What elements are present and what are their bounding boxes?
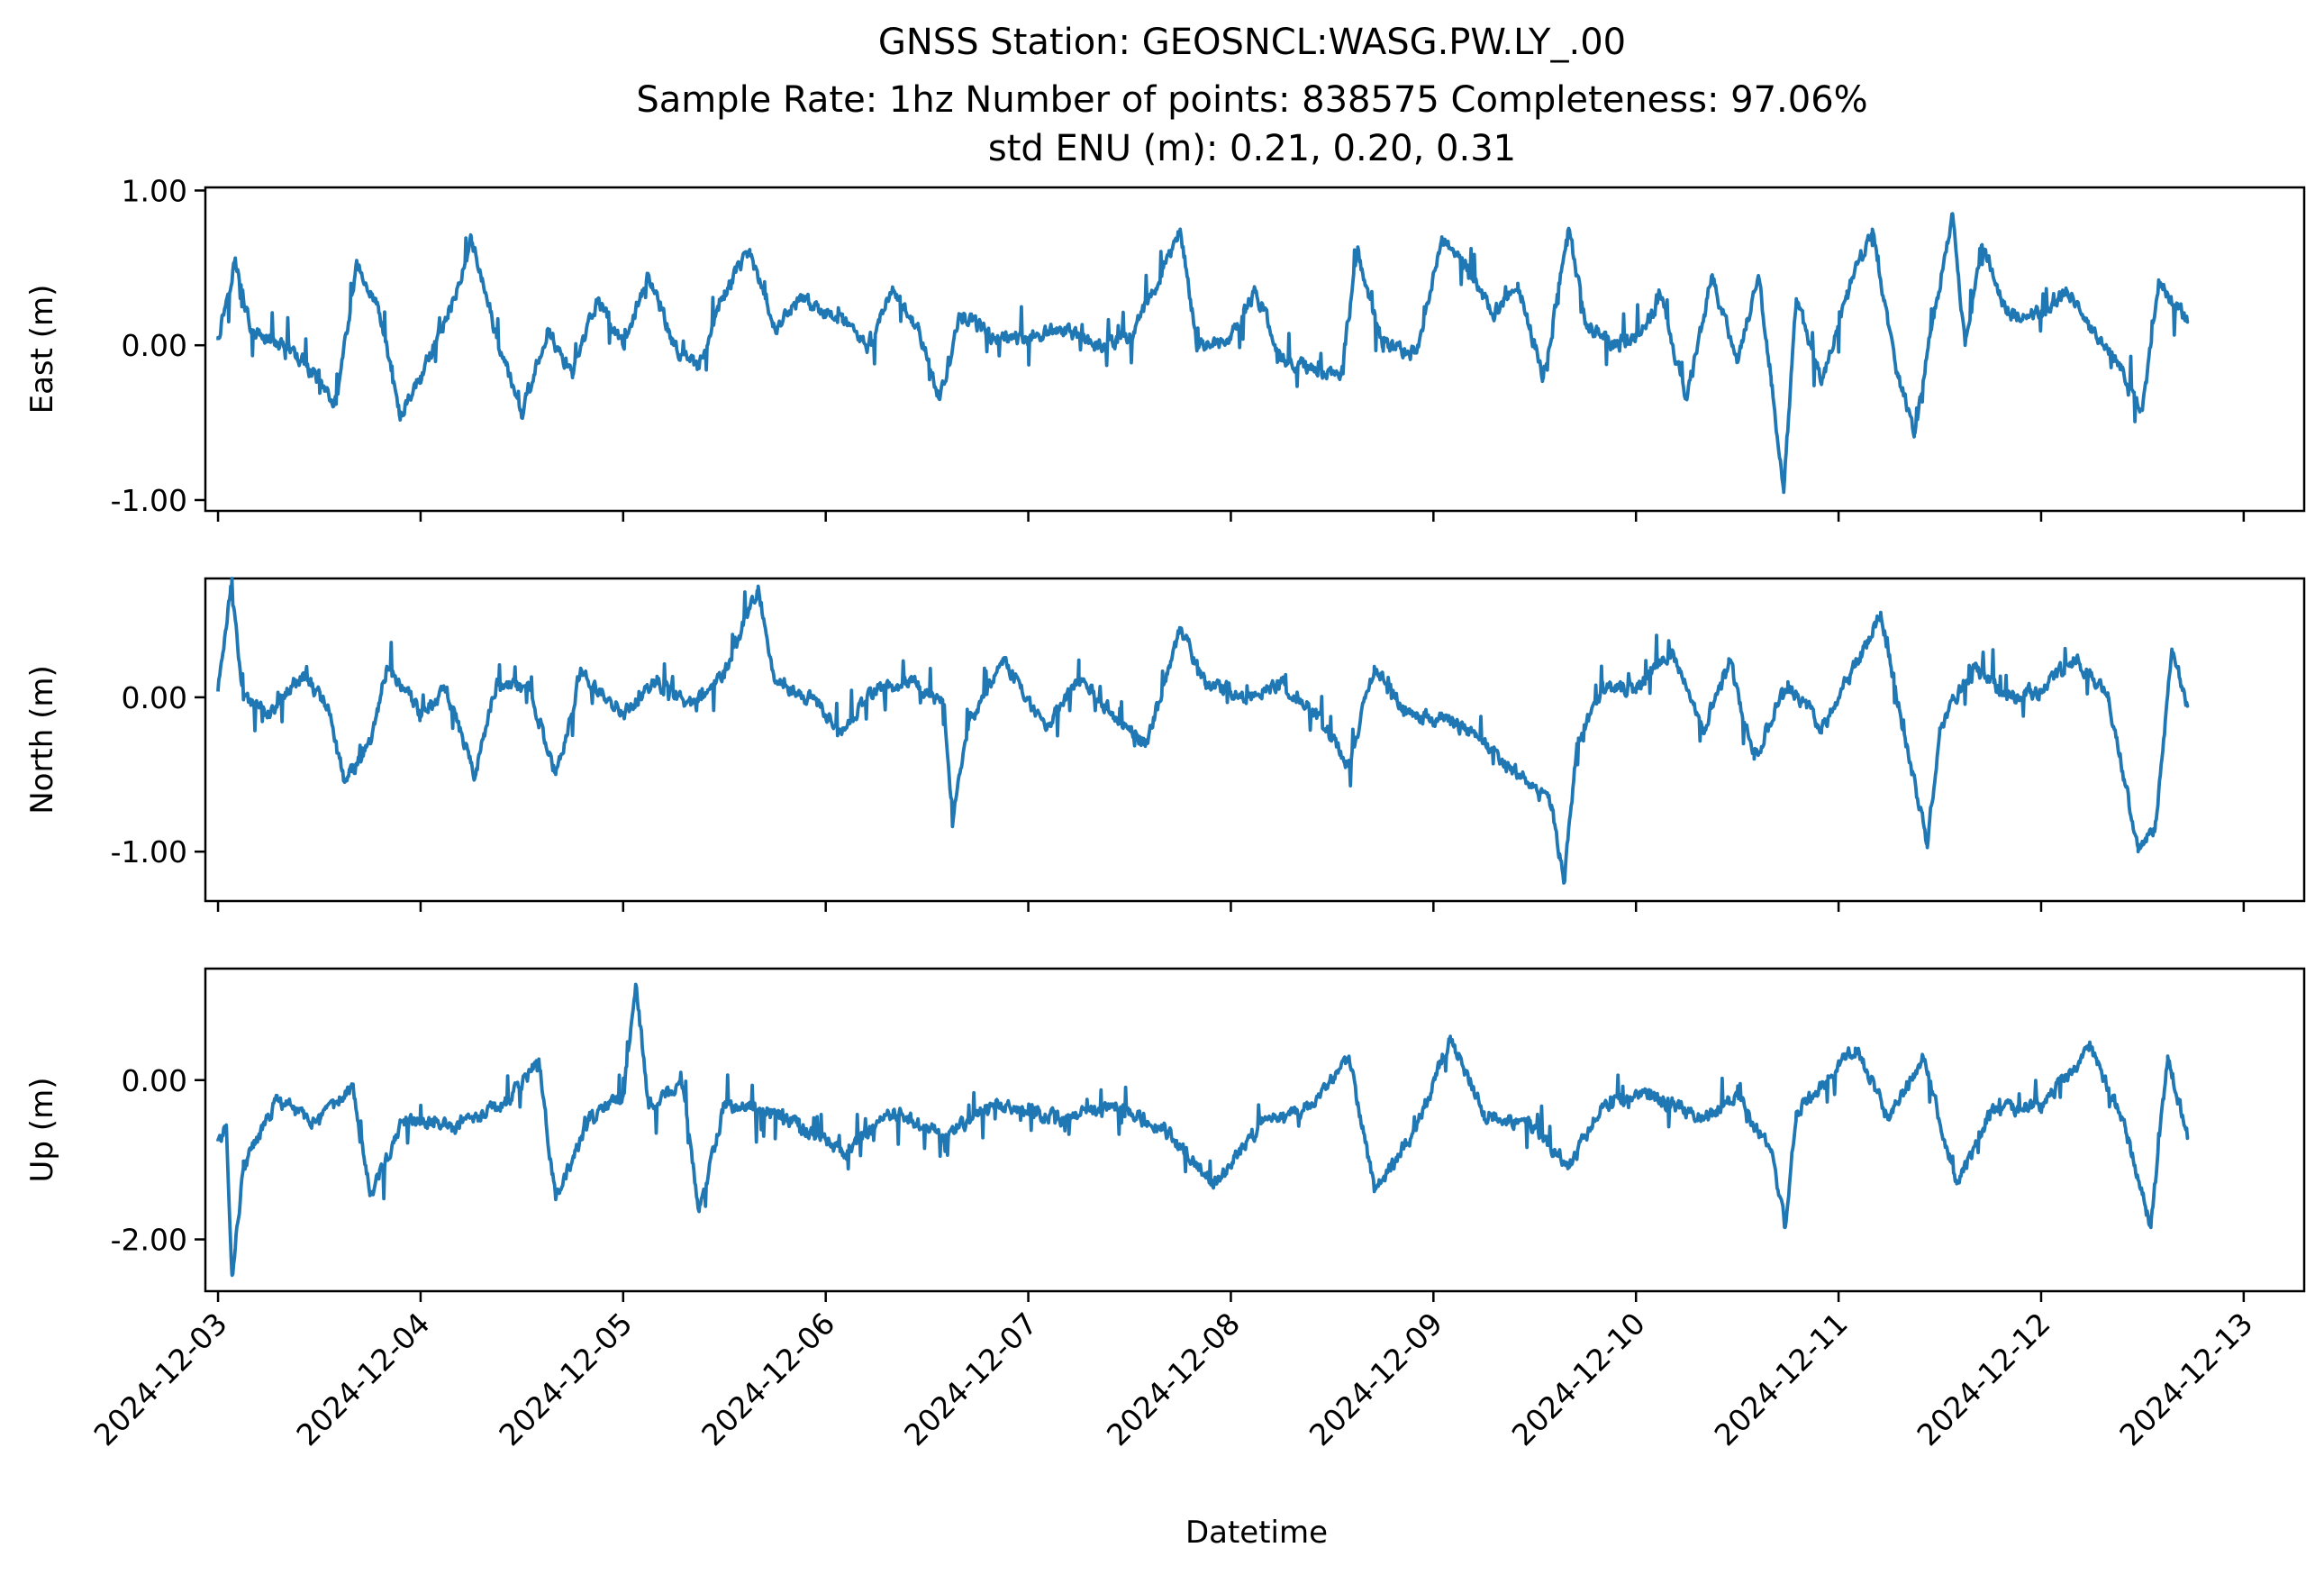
north-y-tick-label: 0.00 <box>122 680 187 715</box>
title-line-station: GNSS Station: GEOSNCL:WASG.PW.LY_.00 <box>878 22 1626 63</box>
title-line-sample-rate: Sample Rate: 1hz Number of points: 83857… <box>636 79 1867 121</box>
east-series-line <box>216 212 2190 495</box>
north-axes-frame <box>204 577 2306 903</box>
x-axis-label: Datetime <box>1185 1515 1328 1551</box>
title-line-std-enu: std ENU (m): 0.21, 0.20, 0.31 <box>988 128 1516 169</box>
east-y-tick-label: 1.00 <box>122 173 187 208</box>
up-y-tick-label: 0.00 <box>122 1063 187 1098</box>
up-y-axis-label: Up (m) <box>24 1078 60 1183</box>
north-y-tick-label: -1.00 <box>111 834 187 869</box>
east-panel: 1.00 0.00 -1.00 East (m) <box>24 173 2306 522</box>
east-axes-frame <box>204 186 2306 513</box>
up-series-line <box>216 982 2190 1278</box>
north-panel: 0.00 -1.00 North (m) <box>24 577 2306 912</box>
up-axes-frame <box>204 967 2306 1293</box>
up-panel: 0.00 -2.00 Up (m) <box>24 967 2306 1302</box>
north-y-axis-label: North (m) <box>24 665 60 815</box>
east-y-axis-label: East (m) <box>24 285 60 414</box>
up-y-tick-label: -2.00 <box>111 1223 187 1258</box>
north-series-line <box>216 577 2190 885</box>
east-y-tick-label: -1.00 <box>111 483 187 518</box>
east-y-tick-label: 0.00 <box>122 328 187 363</box>
